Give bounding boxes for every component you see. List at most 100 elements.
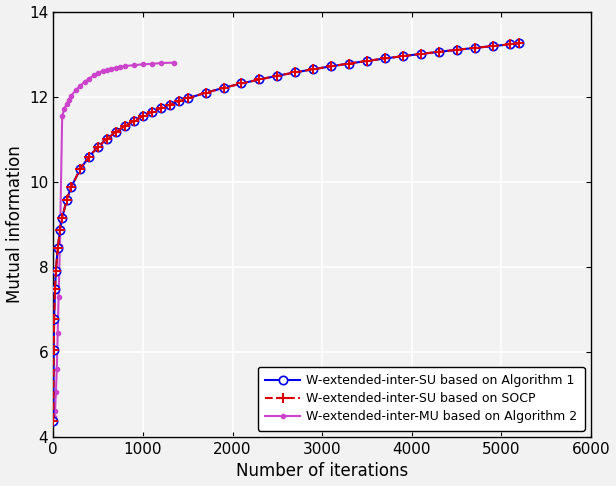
W-extended-inter-SU based on Algorithm 1 bbox=[516, 40, 523, 46]
W-extended-inter-SU based on SOCP bbox=[417, 51, 424, 57]
W-extended-inter-MU based on Algorithm 2 bbox=[54, 330, 62, 336]
W-extended-inter-SU based on Algorithm 1 bbox=[112, 129, 120, 135]
W-extended-inter-SU based on Algorithm 1 bbox=[346, 61, 353, 67]
W-extended-inter-MU based on Algorithm 2 bbox=[81, 79, 88, 85]
W-extended-inter-MU based on Algorithm 2 bbox=[157, 60, 164, 66]
W-extended-inter-SU based on SOCP bbox=[516, 40, 523, 46]
W-extended-inter-MU based on Algorithm 2 bbox=[65, 97, 73, 103]
W-extended-inter-MU based on Algorithm 2 bbox=[52, 389, 60, 395]
W-extended-inter-SU based on SOCP bbox=[309, 66, 317, 72]
W-extended-inter-MU based on Algorithm 2 bbox=[76, 83, 84, 89]
W-extended-inter-SU based on Algorithm 1 bbox=[52, 268, 60, 274]
W-extended-inter-SU based on Algorithm 1 bbox=[363, 58, 371, 64]
W-extended-inter-SU based on SOCP bbox=[328, 63, 335, 69]
W-extended-inter-SU based on SOCP bbox=[453, 47, 460, 53]
W-extended-inter-SU based on Algorithm 1 bbox=[51, 286, 59, 292]
W-extended-inter-SU based on SOCP bbox=[59, 215, 66, 221]
W-extended-inter-SU based on SOCP bbox=[86, 154, 93, 159]
W-extended-inter-SU based on Algorithm 1 bbox=[86, 154, 93, 159]
W-extended-inter-SU based on SOCP bbox=[54, 245, 62, 251]
W-extended-inter-SU based on Algorithm 1 bbox=[130, 118, 137, 124]
W-extended-inter-MU based on Algorithm 2 bbox=[55, 294, 62, 299]
W-extended-inter-SU based on SOCP bbox=[166, 102, 174, 107]
W-extended-inter-SU based on Algorithm 1 bbox=[238, 81, 245, 87]
W-extended-inter-SU based on Algorithm 1 bbox=[399, 53, 407, 59]
W-extended-inter-SU based on SOCP bbox=[175, 99, 182, 104]
W-extended-inter-SU based on SOCP bbox=[50, 418, 57, 424]
W-extended-inter-SU based on Algorithm 1 bbox=[103, 136, 111, 141]
W-extended-inter-MU based on Algorithm 2 bbox=[108, 66, 115, 71]
W-extended-inter-SU based on SOCP bbox=[256, 76, 263, 82]
W-extended-inter-SU based on Algorithm 1 bbox=[50, 347, 57, 353]
W-extended-inter-SU based on SOCP bbox=[346, 61, 353, 67]
W-extended-inter-SU based on SOCP bbox=[274, 73, 281, 79]
W-extended-inter-SU based on Algorithm 1 bbox=[507, 41, 514, 47]
W-extended-inter-SU based on Algorithm 1 bbox=[471, 45, 478, 51]
W-extended-inter-SU based on Algorithm 1 bbox=[148, 109, 155, 115]
W-extended-inter-SU based on Algorithm 1 bbox=[63, 197, 70, 203]
W-extended-inter-MU based on Algorithm 2 bbox=[56, 243, 63, 248]
W-extended-inter-MU based on Algorithm 2 bbox=[51, 414, 58, 419]
Legend: W-extended-inter-SU based on Algorithm 1, W-extended-inter-SU based on SOCP, W-e: W-extended-inter-SU based on Algorithm 1… bbox=[257, 367, 585, 431]
W-extended-inter-SU based on SOCP bbox=[291, 69, 299, 75]
W-extended-inter-SU based on SOCP bbox=[112, 129, 120, 135]
W-extended-inter-SU based on SOCP bbox=[63, 197, 70, 203]
W-extended-inter-MU based on Algorithm 2 bbox=[51, 408, 59, 414]
W-extended-inter-MU based on Algorithm 2 bbox=[117, 64, 124, 70]
W-extended-inter-SU based on Algorithm 1 bbox=[381, 55, 389, 61]
Line: W-extended-inter-MU based on Algorithm 2: W-extended-inter-MU based on Algorithm 2 bbox=[49, 58, 179, 425]
W-extended-inter-SU based on SOCP bbox=[52, 268, 60, 274]
W-extended-inter-SU based on Algorithm 1 bbox=[309, 66, 317, 72]
W-extended-inter-SU based on Algorithm 1 bbox=[453, 47, 460, 53]
Line: W-extended-inter-SU based on SOCP: W-extended-inter-SU based on SOCP bbox=[49, 38, 524, 426]
W-extended-inter-MU based on Algorithm 2 bbox=[103, 67, 111, 73]
Line: W-extended-inter-SU based on Algorithm 1: W-extended-inter-SU based on Algorithm 1 bbox=[49, 39, 524, 425]
W-extended-inter-SU based on SOCP bbox=[157, 105, 164, 111]
W-extended-inter-SU based on Algorithm 1 bbox=[489, 43, 496, 49]
W-extended-inter-SU based on SOCP bbox=[56, 227, 63, 233]
W-extended-inter-SU based on Algorithm 1 bbox=[51, 316, 58, 322]
W-extended-inter-SU based on SOCP bbox=[381, 55, 389, 61]
W-extended-inter-SU based on SOCP bbox=[148, 109, 155, 115]
W-extended-inter-SU based on SOCP bbox=[435, 49, 442, 55]
W-extended-inter-SU based on Algorithm 1 bbox=[76, 166, 84, 172]
W-extended-inter-SU based on Algorithm 1 bbox=[291, 69, 299, 75]
W-extended-inter-SU based on Algorithm 1 bbox=[157, 105, 164, 111]
W-extended-inter-SU based on SOCP bbox=[121, 123, 129, 129]
Y-axis label: Mutual information: Mutual information bbox=[6, 145, 23, 303]
W-extended-inter-SU based on SOCP bbox=[399, 53, 407, 59]
W-extended-inter-SU based on Algorithm 1 bbox=[54, 245, 62, 251]
W-extended-inter-SU based on Algorithm 1 bbox=[184, 95, 192, 101]
W-extended-inter-SU based on SOCP bbox=[76, 166, 84, 172]
W-extended-inter-SU based on Algorithm 1 bbox=[417, 51, 424, 57]
W-extended-inter-MU based on Algorithm 2 bbox=[130, 62, 137, 68]
W-extended-inter-MU based on Algorithm 2 bbox=[61, 105, 68, 111]
W-extended-inter-SU based on Algorithm 1 bbox=[56, 227, 63, 233]
W-extended-inter-SU based on SOCP bbox=[471, 45, 478, 51]
W-extended-inter-SU based on SOCP bbox=[68, 184, 75, 190]
W-extended-inter-MU based on Algorithm 2 bbox=[112, 65, 120, 70]
W-extended-inter-MU based on Algorithm 2 bbox=[90, 72, 97, 78]
W-extended-inter-SU based on SOCP bbox=[220, 85, 227, 91]
W-extended-inter-SU based on Algorithm 1 bbox=[94, 144, 102, 150]
W-extended-inter-SU based on Algorithm 1 bbox=[328, 63, 335, 69]
X-axis label: Number of iterations: Number of iterations bbox=[236, 463, 408, 481]
W-extended-inter-MU based on Algorithm 2 bbox=[86, 76, 93, 82]
W-extended-inter-MU based on Algorithm 2 bbox=[63, 101, 70, 107]
W-extended-inter-SU based on SOCP bbox=[202, 90, 209, 96]
W-extended-inter-SU based on SOCP bbox=[94, 144, 102, 150]
W-extended-inter-MU based on Algorithm 2 bbox=[50, 418, 57, 424]
W-extended-inter-MU based on Algorithm 2 bbox=[139, 61, 147, 67]
W-extended-inter-SU based on Algorithm 1 bbox=[220, 85, 227, 91]
W-extended-inter-SU based on SOCP bbox=[130, 118, 137, 124]
W-extended-inter-MU based on Algorithm 2 bbox=[99, 68, 106, 74]
W-extended-inter-SU based on SOCP bbox=[184, 95, 192, 101]
W-extended-inter-MU based on Algorithm 2 bbox=[68, 93, 75, 99]
W-extended-inter-SU based on SOCP bbox=[51, 316, 58, 322]
W-extended-inter-SU based on Algorithm 1 bbox=[121, 123, 129, 129]
W-extended-inter-MU based on Algorithm 2 bbox=[121, 63, 129, 69]
W-extended-inter-MU based on Algorithm 2 bbox=[94, 70, 102, 76]
W-extended-inter-MU based on Algorithm 2 bbox=[171, 60, 178, 66]
W-extended-inter-MU based on Algorithm 2 bbox=[148, 61, 155, 67]
W-extended-inter-SU based on Algorithm 1 bbox=[435, 49, 442, 55]
